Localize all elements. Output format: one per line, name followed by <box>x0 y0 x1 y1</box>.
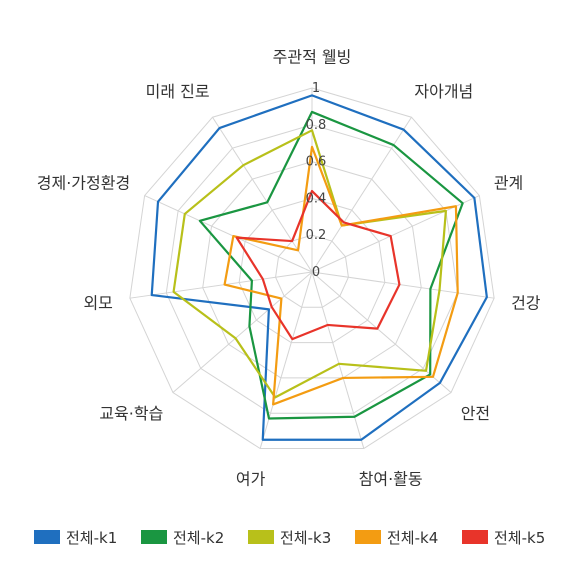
radar-tick-labels: 0 0.2 0.4 0.6 0.8 1 <box>306 81 327 280</box>
category-label-1: 자아개념 <box>414 82 473 101</box>
grid-spoke-10 <box>212 116 313 273</box>
category-label-9: 경제·가정환경 <box>37 174 130 193</box>
tick-label-4: 0.8 <box>306 118 327 133</box>
grid-spoke-3 <box>311 271 495 299</box>
grid-ring-1 <box>275 234 349 308</box>
category-label-5: 참여·활동 <box>359 470 423 489</box>
legend-label-전체-k5: 전체-k5 <box>494 529 545 547</box>
tick-label-3: 0.6 <box>306 155 327 170</box>
legend-swatch-전체-k5 <box>462 530 488 544</box>
grid-spoke-8 <box>129 271 313 299</box>
grid-ring-4 <box>165 124 459 414</box>
legend-label-전체-k3: 전체-k3 <box>280 529 331 547</box>
grid-spoke-9 <box>144 195 313 273</box>
category-label-6: 여가 <box>236 470 266 489</box>
radar-grid <box>129 87 495 450</box>
category-label-8: 외모 <box>83 294 112 313</box>
legend-label-전체-k2: 전체-k2 <box>173 529 224 547</box>
category-label-0: 주관적 웰빙 <box>273 48 352 67</box>
grid-ring-2 <box>238 197 386 344</box>
legend-swatch-전체-k4 <box>355 530 381 544</box>
grid-spoke-5 <box>311 271 365 449</box>
legend-swatch-전체-k2 <box>141 530 167 544</box>
category-label-4: 안전 <box>461 404 490 423</box>
chart-legend: 전체-k1 전체-k2 전체-k3 전체-k4 전체-k5 <box>34 529 545 547</box>
grid-spoke-4 <box>311 271 452 393</box>
grid-spoke-1 <box>311 116 412 273</box>
tick-label-1: 0.2 <box>306 228 327 243</box>
category-label-3: 건강 <box>511 294 541 313</box>
series-line-전체-k1 <box>150 94 488 441</box>
category-label-10: 미래 진로 <box>146 82 210 101</box>
tick-label-0: 0 <box>312 265 320 280</box>
tick-label-2: 0.4 <box>306 191 327 206</box>
radar-series <box>150 94 488 441</box>
grid-spoke-2 <box>311 195 480 273</box>
grid-ring-5 <box>129 87 495 450</box>
series-line-전체-k5 <box>235 189 401 341</box>
legend-label-전체-k1: 전체-k1 <box>66 529 117 547</box>
series-line-전체-k3 <box>172 129 447 399</box>
tick-label-5: 1 <box>312 81 320 96</box>
category-label-7: 교육·학습 <box>99 404 163 423</box>
legend-swatch-전체-k1 <box>34 530 60 544</box>
category-label-2: 관계 <box>494 174 523 193</box>
grid-spoke-7 <box>172 271 313 393</box>
series-line-전체-k2 <box>198 110 464 420</box>
legend-swatch-전체-k3 <box>248 530 274 544</box>
legend-label-전체-k4: 전체-k4 <box>387 529 438 547</box>
